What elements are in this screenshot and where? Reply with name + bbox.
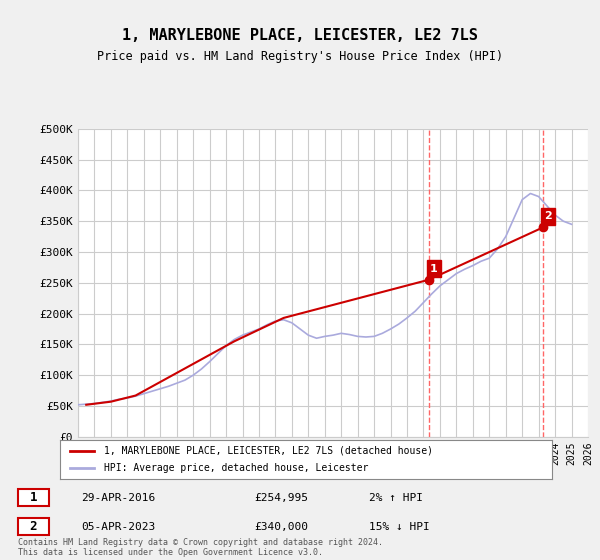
FancyBboxPatch shape [18, 489, 49, 506]
Text: 1: 1 [430, 264, 438, 274]
Text: 1, MARYLEBONE PLACE, LEICESTER, LE2 7LS (detached house): 1, MARYLEBONE PLACE, LEICESTER, LE2 7LS … [104, 446, 433, 456]
Text: £254,995: £254,995 [254, 493, 308, 503]
Text: 29-APR-2016: 29-APR-2016 [81, 493, 155, 503]
Text: 1: 1 [29, 491, 37, 504]
Text: £340,000: £340,000 [254, 522, 308, 532]
Text: 1, MARYLEBONE PLACE, LEICESTER, LE2 7LS: 1, MARYLEBONE PLACE, LEICESTER, LE2 7LS [122, 28, 478, 43]
Text: HPI: Average price, detached house, Leicester: HPI: Average price, detached house, Leic… [104, 463, 368, 473]
Text: Contains HM Land Registry data © Crown copyright and database right 2024.
This d: Contains HM Land Registry data © Crown c… [18, 538, 383, 557]
Text: Price paid vs. HM Land Registry's House Price Index (HPI): Price paid vs. HM Land Registry's House … [97, 50, 503, 63]
Text: 2% ↑ HPI: 2% ↑ HPI [369, 493, 423, 503]
Text: 15% ↓ HPI: 15% ↓ HPI [369, 522, 430, 532]
FancyBboxPatch shape [18, 518, 49, 535]
Text: 2: 2 [29, 520, 37, 533]
Text: 05-APR-2023: 05-APR-2023 [81, 522, 155, 532]
Text: 2: 2 [544, 211, 552, 221]
